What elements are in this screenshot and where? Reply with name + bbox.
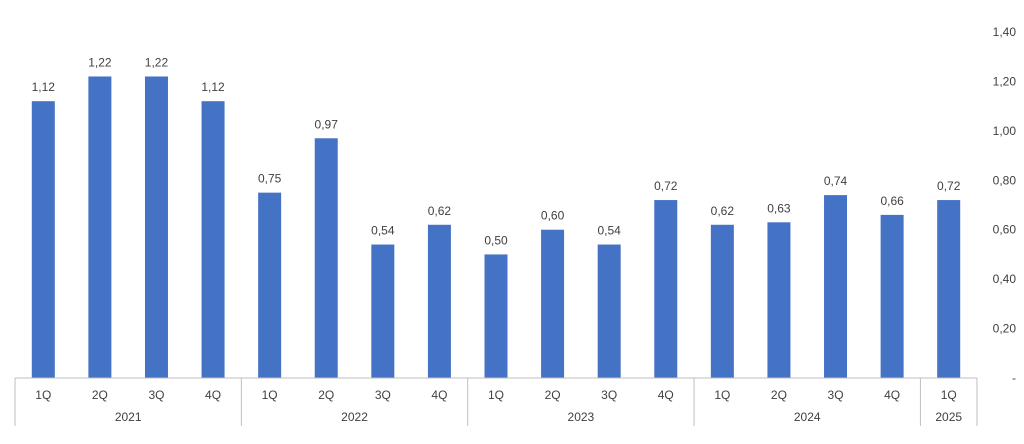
data-label: 0,54: [597, 224, 621, 238]
x-tick-label: 2Q: [545, 388, 561, 402]
data-label: 0,72: [937, 179, 961, 193]
y-axis: - 0,20 0,40 0,60 0,80 1,00 1,20 1,40: [993, 25, 1017, 385]
bar: [88, 76, 112, 378]
x-group-label: 2023: [568, 410, 595, 424]
x-tick-label: 1Q: [488, 388, 504, 402]
data-label: 0,50: [484, 233, 508, 247]
bar: [484, 254, 508, 378]
x-tick-label: 3Q: [601, 388, 617, 402]
x-tick-label: 2Q: [92, 388, 108, 402]
x-group-label: 2024: [794, 410, 821, 424]
data-label: 1,12: [201, 80, 225, 94]
x-tick-label: 2Q: [318, 388, 334, 402]
x-tick-label: 4Q: [431, 388, 447, 402]
y-tick-label: 0,20: [993, 322, 1017, 336]
x-axis: 1Q 2Q 3Q 4Q 2021 1Q 2Q 3Q 4Q 2022 1Q 2Q 3Q 4Q 2023 1Q 2Q…: [14, 377, 978, 426]
y-tick-label: 1,20: [993, 74, 1017, 88]
x-tick-label: 4Q: [658, 388, 674, 402]
data-label: 1,22: [145, 55, 169, 69]
y-tick-label: 1,00: [993, 124, 1017, 138]
data-label: 0,54: [371, 224, 395, 238]
bar: [371, 244, 395, 378]
bar: [427, 224, 451, 378]
data-label: 0,62: [428, 204, 452, 218]
data-label: 0,63: [767, 201, 791, 215]
x-group-label: 2022: [341, 410, 368, 424]
x-tick-label: 3Q: [375, 388, 391, 402]
data-label: 1,12: [32, 80, 56, 94]
bar: [258, 192, 282, 378]
x-tick-label: 3Q: [148, 388, 164, 402]
bars-layer: [31, 76, 961, 378]
data-label: 0,75: [258, 172, 282, 186]
data-label: 0,66: [880, 194, 904, 208]
bar: [654, 200, 678, 378]
data-label: 0,60: [541, 209, 565, 223]
x-group-label: 2025: [935, 410, 962, 424]
bar: [824, 195, 848, 378]
y-tick-label: 0,80: [993, 173, 1017, 187]
y-tick-label: -: [1012, 371, 1016, 385]
bar: [314, 138, 338, 378]
bar: [31, 101, 55, 378]
y-tick-label: 0,60: [993, 223, 1017, 237]
x-tick-label: 4Q: [884, 388, 900, 402]
x-tick-label: 1Q: [714, 388, 730, 402]
bar: [201, 101, 225, 378]
x-tick-label: 2Q: [771, 388, 787, 402]
data-label: 0,97: [315, 117, 339, 131]
value-labels-layer: 1,12 1,22 1,22 1,12 0,75 0,97 0,54 0,62 0,50 0,60…: [32, 55, 961, 247]
bar: [880, 214, 904, 378]
data-label: 0,74: [824, 174, 848, 188]
x-tick-label: 1Q: [941, 388, 957, 402]
y-tick-label: 0,40: [993, 272, 1017, 286]
x-group-label: 2021: [115, 410, 142, 424]
bar: [937, 200, 961, 378]
bar: [710, 224, 734, 378]
y-tick-label: 1,40: [993, 25, 1017, 39]
x-tick-label: 3Q: [828, 388, 844, 402]
x-tick-label: 1Q: [262, 388, 278, 402]
data-label: 1,22: [88, 55, 112, 69]
bar: [597, 244, 621, 378]
bar: [144, 76, 168, 378]
bar: [541, 229, 565, 378]
bar: [767, 222, 791, 378]
x-tick-label: 4Q: [205, 388, 221, 402]
x-tick-label: 1Q: [35, 388, 51, 402]
data-label: 0,72: [654, 179, 678, 193]
data-label: 0,62: [711, 204, 735, 218]
